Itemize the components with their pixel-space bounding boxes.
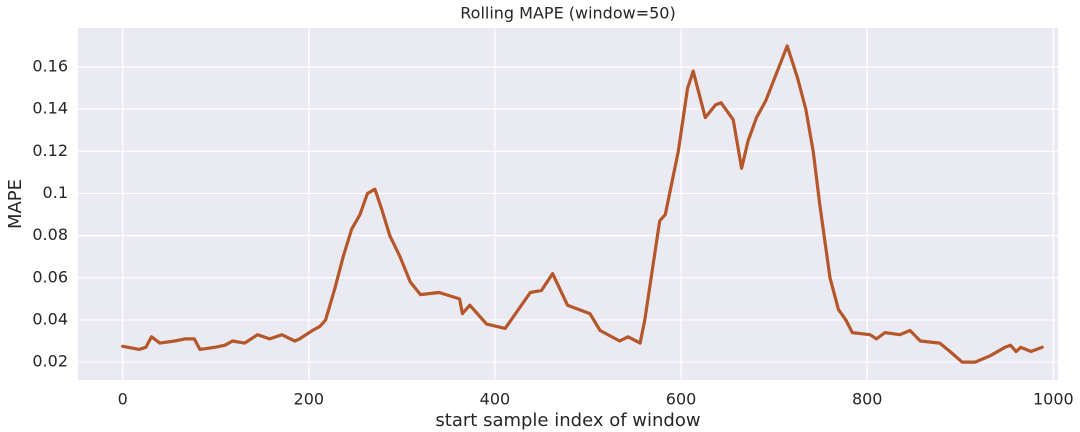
plot-area	[78, 28, 1058, 380]
y-tick-label: 0.12	[32, 141, 68, 160]
y-tick-label: 0.02	[32, 352, 68, 371]
x-tick-label: 400	[480, 390, 511, 409]
y-tick-label: 0.16	[32, 56, 68, 75]
x-tick-label: 0	[118, 390, 128, 409]
x-axis-label: start sample index of window	[435, 410, 700, 431]
y-tick-label: 0.14	[32, 99, 68, 118]
y-tick-label: 0.08	[32, 225, 68, 244]
data-line	[121, 44, 1044, 364]
x-tick-label: 800	[852, 390, 883, 409]
y-tick-label: 0.1	[43, 183, 68, 202]
x-tick-label: 200	[294, 390, 325, 409]
x-tick-label: 1000	[1033, 390, 1074, 409]
y-tick-label: 0.04	[32, 309, 68, 328]
y-axis-label: MAPE	[5, 179, 26, 229]
y-tick-label: 0.06	[32, 267, 68, 286]
chart-title: Rolling MAPE (window=50)	[460, 4, 675, 23]
x-tick-label: 600	[666, 390, 697, 409]
